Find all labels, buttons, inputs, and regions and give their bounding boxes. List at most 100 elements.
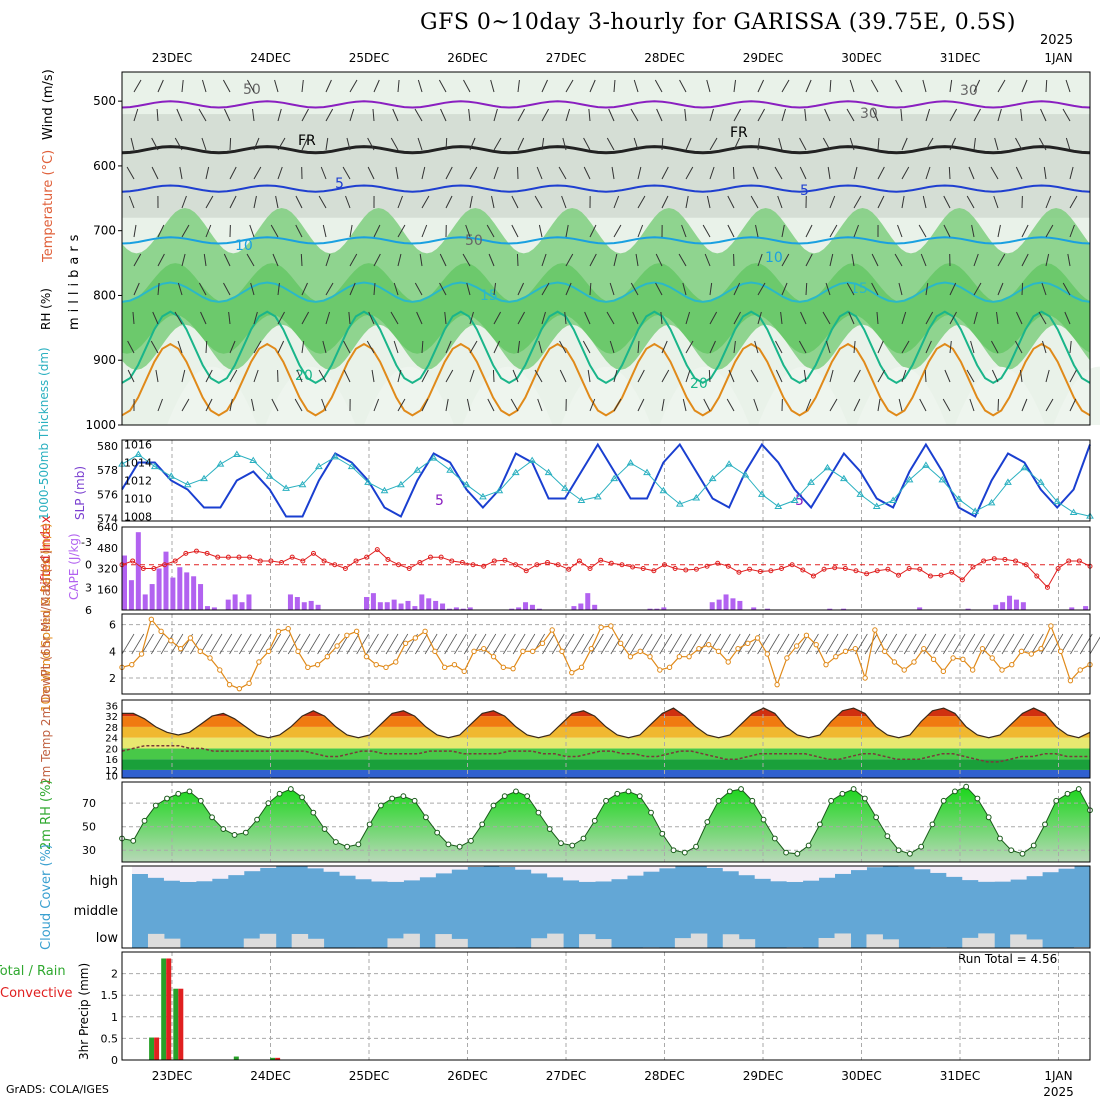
wind-barb (805, 79, 812, 93)
wind-barb (229, 166, 237, 180)
wind-barb (822, 311, 831, 325)
contour-label: 15 (480, 288, 498, 304)
wind-barb (541, 137, 545, 151)
high-cloud-gap (1010, 866, 1027, 880)
cape-bar (536, 608, 542, 610)
wind-marker (960, 656, 966, 663)
wind-barb (253, 195, 257, 209)
wind-barb-10m (786, 633, 800, 655)
wind-barb (973, 137, 976, 151)
wind-barb (1069, 224, 1075, 238)
li-marker (513, 562, 519, 568)
wind-barb (222, 79, 231, 93)
wind-barb (684, 108, 687, 122)
wind-barb (1015, 137, 1023, 151)
wind-marker (813, 641, 819, 648)
wind-barb (417, 137, 423, 151)
wind-barb (949, 108, 958, 122)
wind-marker (1009, 661, 1015, 668)
wind-marker (529, 648, 536, 655)
temp-tick-label: 16 (105, 755, 118, 766)
wind-barb (373, 79, 380, 93)
high-cloud-gap (243, 866, 261, 872)
thickness-marker (413, 466, 422, 473)
contour-label: 15 (850, 281, 868, 297)
wind-barb (825, 340, 831, 354)
contour-label: 50 (243, 82, 261, 98)
wind-barb (201, 79, 207, 93)
wind-barb (822, 137, 831, 151)
slp-tick-label: 1008 (124, 511, 152, 524)
wind-barb (613, 224, 622, 238)
wind-marker (471, 648, 477, 655)
wind-barb (925, 340, 932, 354)
wind-barb (709, 282, 713, 296)
thickness-marker (479, 492, 487, 500)
high-cloud-gap (403, 866, 420, 881)
wind-marker (627, 653, 634, 660)
wind-barb (846, 108, 855, 122)
temperature-contour-15 (121, 281, 1091, 303)
high-cloud-gap (163, 866, 181, 881)
wind-barb-10m (1040, 633, 1054, 655)
li-marker (364, 554, 370, 560)
wind-barb (247, 79, 255, 93)
wind-barb (733, 79, 737, 93)
rh-marker (456, 843, 463, 850)
wind-marker (295, 648, 301, 655)
li-marker (342, 566, 348, 571)
wind-marker (735, 645, 741, 652)
wind-barb (397, 253, 402, 267)
wind-barb (345, 195, 351, 209)
top-day-label: 25DEC (349, 51, 389, 65)
li-marker (1055, 566, 1061, 571)
wind-barb (127, 369, 135, 383)
wind-barb (414, 108, 423, 122)
rh-marker (693, 843, 699, 850)
cape-bar (654, 608, 660, 610)
rh-marker (186, 788, 193, 795)
low-cloud-gap (834, 933, 851, 948)
wind-barb (733, 311, 741, 325)
high-cloud-gap (227, 866, 245, 876)
cloud-axis-label: Cloud Cover (%) (39, 844, 54, 950)
precip-convective-bar (275, 1057, 281, 1060)
dry-dome (758, 366, 848, 425)
cape-bar (225, 599, 231, 610)
li-marker (598, 557, 604, 563)
rh-marker (985, 814, 992, 821)
wind-barb (490, 79, 495, 93)
li-tick-label: 6 (85, 604, 92, 617)
wind-barb (606, 137, 615, 151)
wind-marker (1048, 623, 1054, 629)
thickness-marker (823, 463, 832, 471)
wind-barb (223, 253, 231, 267)
wind-barb (799, 137, 807, 151)
li-marker (693, 566, 699, 572)
wind-marker (833, 653, 839, 660)
high-cloud-gap (147, 866, 165, 878)
wind-barb (445, 398, 449, 412)
high-cloud-gap (802, 866, 820, 881)
wind-barb (439, 253, 447, 267)
li-marker (662, 562, 668, 568)
thickness-marker (593, 492, 602, 500)
wind-barb (517, 282, 525, 296)
wind-barb (611, 166, 615, 180)
bottom-day-label: 27DEC (546, 1069, 586, 1083)
cape-bar (592, 604, 598, 610)
wind-marker (793, 643, 800, 649)
wind-marker (940, 668, 947, 675)
wind-barb (157, 79, 164, 93)
wind-barb (609, 282, 615, 296)
wind-barb (325, 137, 329, 151)
cape-bar (246, 594, 252, 610)
high-cloud-gap (658, 866, 676, 869)
rh-marker (1019, 850, 1026, 857)
wind-barb (421, 195, 430, 209)
wind-barb (589, 398, 596, 412)
wind-barb (393, 340, 399, 354)
high-cloud-gap (738, 866, 756, 876)
cape-bar (578, 603, 584, 610)
pressure-tick-label: 900 (93, 353, 116, 367)
